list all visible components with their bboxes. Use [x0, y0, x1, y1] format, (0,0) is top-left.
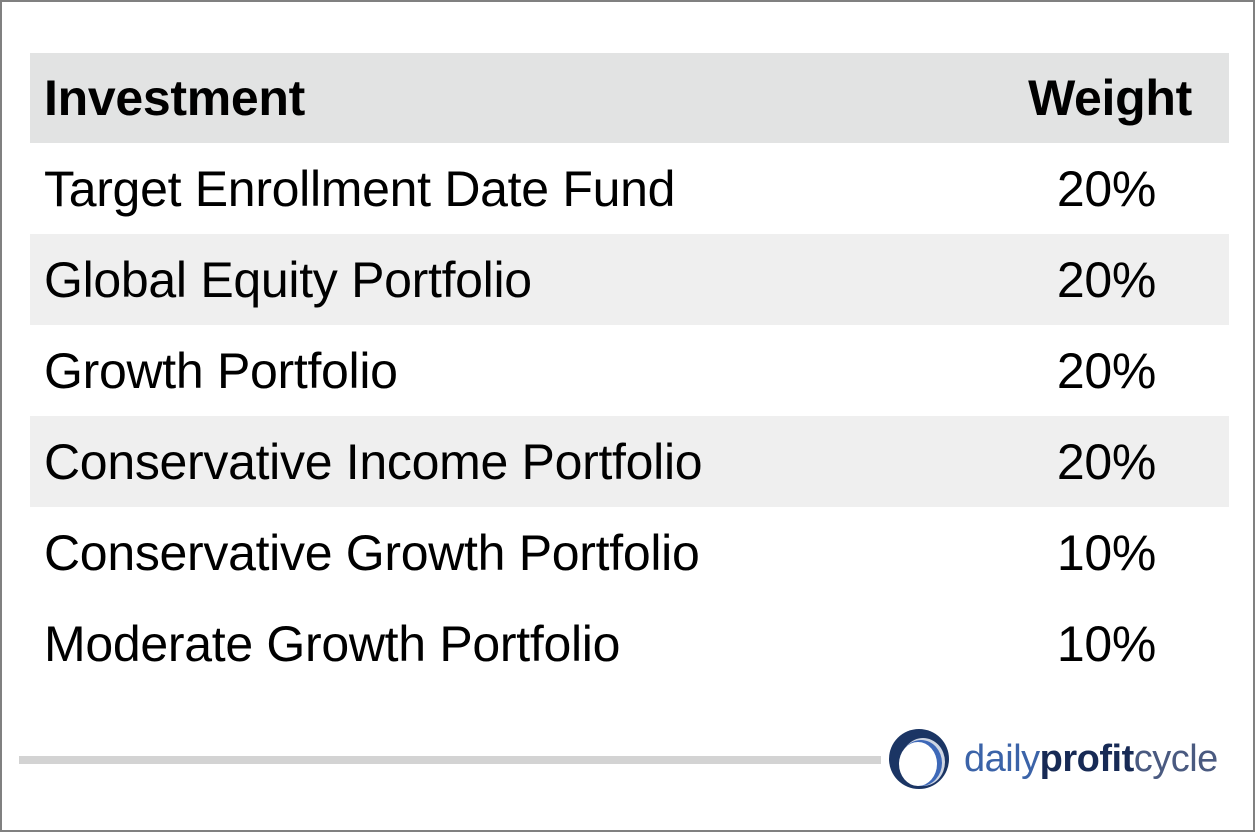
investment-name: Global Equity Portfolio: [44, 251, 532, 308]
table-row: Moderate Growth Portfolio 10%: [30, 598, 1229, 689]
table-row: Growth Portfolio 20%: [30, 325, 1229, 416]
investment-name: Growth Portfolio: [44, 342, 398, 399]
investment-weight: 10%: [1056, 615, 1156, 672]
investment-weight: 20%: [1056, 342, 1156, 399]
investment-name: Target Enrollment Date Fund: [44, 160, 676, 217]
table-row: Global Equity Portfolio 20%: [30, 234, 1229, 325]
investment-name: Moderate Growth Portfolio: [44, 615, 621, 672]
brand-name: dailyprofitcycle: [964, 737, 1218, 780]
investment-weight: 20%: [1056, 433, 1156, 490]
footer-divider: [19, 756, 881, 764]
header-investment: Investment: [44, 70, 305, 126]
investment-weight: 20%: [1056, 251, 1156, 308]
investment-name: Conservative Income Portfolio: [44, 433, 703, 490]
header-weight: Weight: [1028, 70, 1192, 126]
investment-name: Conservative Growth Portfolio: [44, 524, 700, 581]
circle-swoosh-icon: [889, 729, 949, 789]
brand-logo: dailyprofitcycle: [888, 728, 1218, 790]
investment-weight-table: Investment Weight Target Enrollment Date…: [30, 53, 1229, 689]
table-row: Target Enrollment Date Fund 20%: [30, 143, 1229, 234]
investment-weight: 10%: [1056, 524, 1156, 581]
table-row: Conservative Growth Portfolio 10%: [30, 507, 1229, 598]
investment-weight: 20%: [1056, 160, 1156, 217]
table-row: Conservative Income Portfolio 20%: [30, 416, 1229, 507]
table-header-row: Investment Weight: [30, 53, 1229, 143]
